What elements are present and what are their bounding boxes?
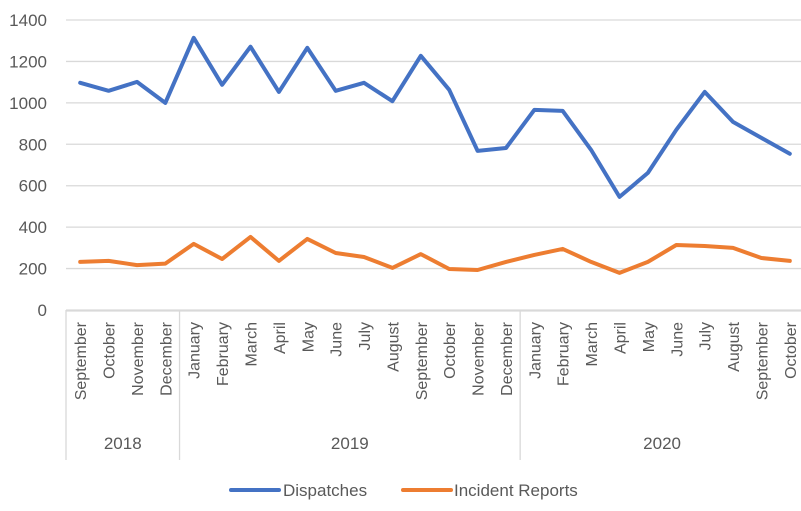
x-tick-label: July xyxy=(357,322,374,350)
y-tick-label: 200 xyxy=(19,260,47,279)
x-tick-label: September xyxy=(754,321,771,400)
series-line-incident-reports xyxy=(78,234,792,275)
y-tick-label: 600 xyxy=(19,177,47,196)
x-axis: September October November December January F… xyxy=(65,310,801,460)
x-tick-label: August xyxy=(726,321,743,371)
x-tick-label: May xyxy=(641,322,658,352)
x-tick-label: October xyxy=(442,321,459,379)
x-tick-label: September xyxy=(414,321,431,400)
y-tick-label: 0 xyxy=(38,301,47,320)
x-tick-label: August xyxy=(385,321,402,371)
x-tick-label: January xyxy=(187,322,204,379)
x-tick-label: April xyxy=(613,322,630,354)
x-tick-label: May xyxy=(300,322,317,352)
x-tick-label: October xyxy=(783,321,800,379)
x-tick-label: October xyxy=(102,321,119,379)
x-tick-label: January xyxy=(527,322,544,379)
y-axis-ticks: 0 200 400 600 800 1000 1200 1400 xyxy=(9,11,47,320)
legend: Dispatches Incident Reports xyxy=(229,481,578,500)
series-lines xyxy=(78,35,792,275)
x-group-label: 2019 xyxy=(331,434,369,453)
x-tick-label: December xyxy=(158,321,175,395)
x-tick-label: June xyxy=(669,322,686,357)
x-tick-label: March xyxy=(244,322,261,366)
x-tick-label: March xyxy=(584,322,601,366)
y-tick-label: 400 xyxy=(19,218,47,237)
y-tick-label: 1400 xyxy=(9,11,47,30)
x-tick-label: November xyxy=(471,321,488,395)
x-tick-label: June xyxy=(329,322,346,357)
x-tick-label: September xyxy=(73,321,90,400)
x-tick-label: July xyxy=(698,322,715,350)
series-line-dispatches xyxy=(78,35,792,199)
x-tick-label: November xyxy=(130,321,147,395)
x-tick-label: December xyxy=(499,321,516,395)
x-tick-label: February xyxy=(556,322,573,386)
x-group-label: 2020 xyxy=(643,434,681,453)
y-tick-label: 1000 xyxy=(9,94,47,113)
gridlines xyxy=(66,19,801,311)
legend-label: Incident Reports xyxy=(454,481,578,500)
y-tick-label: 1200 xyxy=(9,52,47,71)
x-group-label: 2018 xyxy=(104,434,142,453)
y-tick-label: 800 xyxy=(19,135,47,154)
x-tick-label: February xyxy=(215,322,232,386)
x-tick-label: April xyxy=(272,322,289,354)
legend-label: Dispatches xyxy=(283,481,367,500)
